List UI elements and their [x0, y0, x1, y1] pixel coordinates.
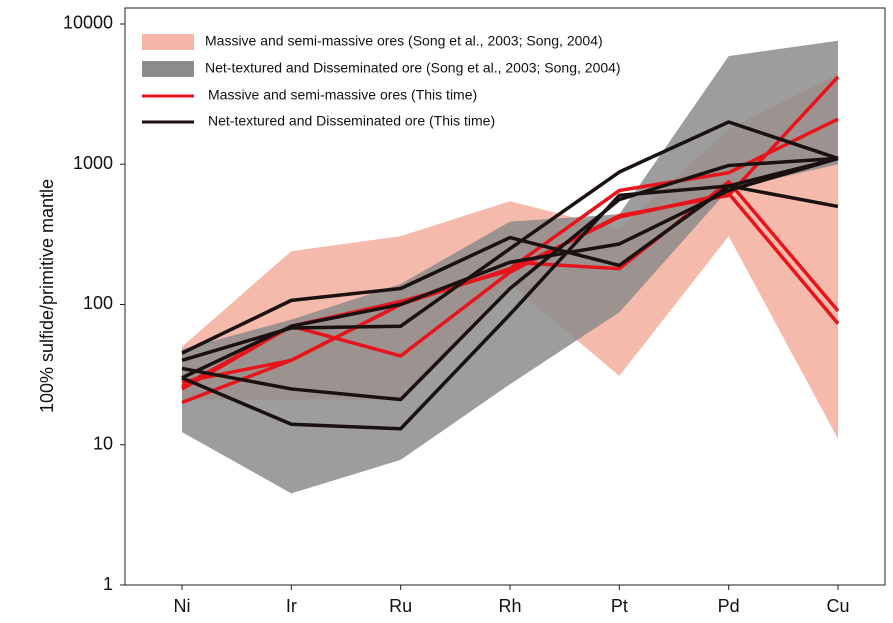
- y-tick-label: 10000: [63, 13, 113, 33]
- x-tick-label: Cu: [826, 596, 849, 616]
- x-tick-label: Ni: [174, 596, 191, 616]
- y-tick-label: 100: [83, 293, 113, 313]
- legend-swatch: [142, 34, 194, 50]
- x-tick-label: Pd: [718, 596, 740, 616]
- legend-label: Net-textured and Disseminated ore (This …: [208, 113, 495, 129]
- x-tick-label: Ir: [286, 596, 297, 616]
- y-tick-label: 1: [103, 574, 113, 594]
- sample-line: [181, 156, 839, 402]
- x-tick-label: Rh: [498, 596, 521, 616]
- legend-label: Net-textured and Disseminated ore (Song …: [205, 60, 621, 76]
- legend-label: Massive and semi-massive ores (This time…: [208, 87, 477, 103]
- y-tick-label: 1000: [73, 153, 113, 173]
- plot-layer: [181, 40, 840, 494]
- sample-line: [181, 184, 839, 431]
- x-tick-label: Ru: [389, 596, 412, 616]
- sample-line: [181, 156, 839, 380]
- legend-label: Massive and semi-massive ores (Song et a…: [205, 33, 603, 49]
- legend-swatch: [142, 61, 194, 77]
- x-tick-label: Pt: [611, 596, 628, 616]
- y-axis-label: 100% sulfide/primitive mantle: [37, 179, 57, 413]
- y-tick-label: 10: [93, 433, 113, 453]
